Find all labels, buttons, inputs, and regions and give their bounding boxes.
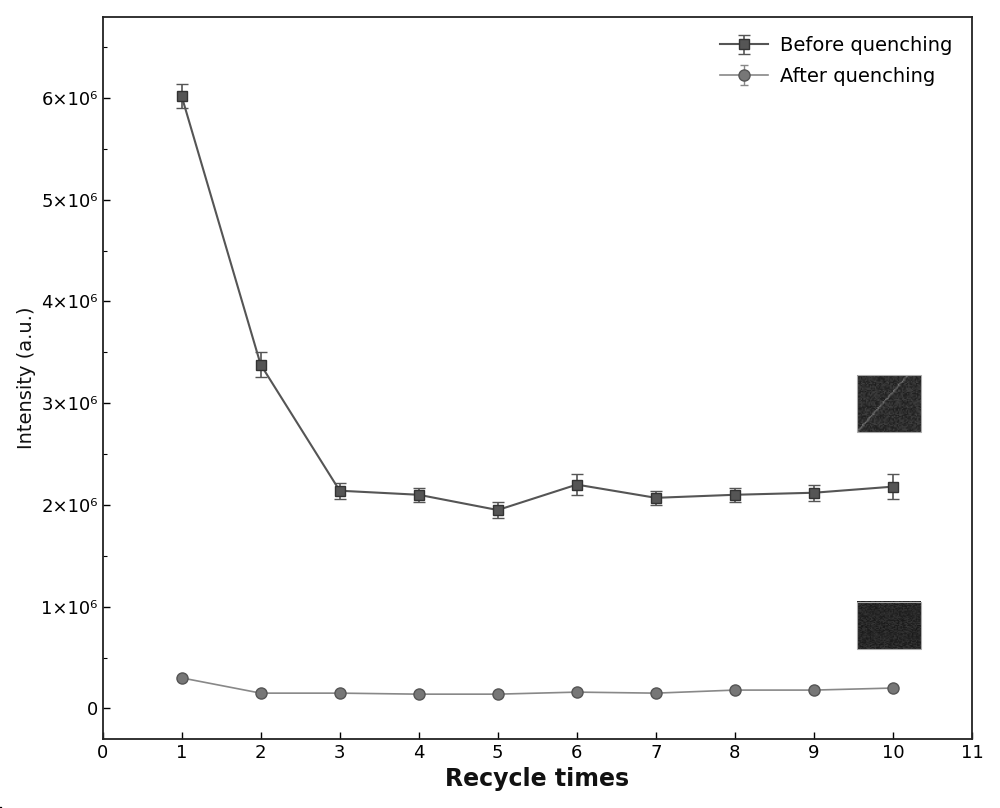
Bar [857,375,921,431]
X-axis label: Recycle times: Recycle times [445,768,629,791]
Y-axis label: Intensity (a.u.): Intensity (a.u.) [17,306,36,449]
Legend: Before quenching, After quenching: Before quenching, After quenching [710,27,962,95]
Bar [857,602,921,650]
